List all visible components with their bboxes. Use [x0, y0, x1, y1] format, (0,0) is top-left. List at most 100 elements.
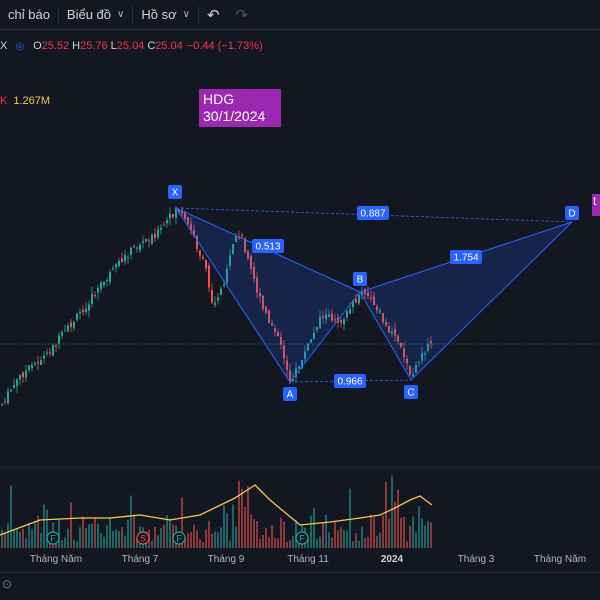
ratio-label-ac — [334, 374, 366, 388]
pattern-point-x — [168, 185, 182, 199]
profile-menu-button[interactable]: Hồ sơ ∨ — [133, 0, 198, 30]
candle-body — [19, 375, 21, 380]
candle-body — [409, 365, 411, 376]
volume-bar — [16, 529, 18, 548]
candle-body — [112, 268, 114, 270]
undo-button[interactable]: ↶ — [199, 0, 228, 30]
volume-bar — [250, 514, 252, 548]
symbol-label[interactable]: X — [0, 40, 8, 52]
volume-bar — [232, 504, 234, 548]
x-tick: Tháng Năm — [29, 554, 83, 565]
x-tick: Tháng 3 — [457, 554, 495, 565]
edge-badge: t — [592, 194, 600, 216]
volume-bar — [46, 509, 48, 548]
volume-bar — [85, 528, 87, 548]
candle-body — [307, 343, 309, 351]
volume-bar — [286, 541, 288, 548]
volume-bar — [382, 515, 384, 548]
candle-body — [28, 365, 30, 370]
candle-body — [223, 284, 225, 286]
candle-body — [352, 300, 354, 308]
candle-body — [16, 379, 18, 387]
volume-bar — [40, 532, 42, 548]
event-marker-label: F — [176, 534, 182, 544]
charts-menu-button[interactable]: Biểu đồ ∨ — [59, 0, 132, 30]
charts-label: Biểu đồ — [66, 7, 112, 22]
pattern-point-d — [565, 206, 579, 220]
volume-bar — [19, 532, 21, 548]
candle-body — [376, 306, 378, 311]
volume-bar — [127, 519, 129, 548]
volume-bar — [343, 530, 345, 548]
cursor-icon[interactable]: ⊙ — [2, 577, 13, 591]
candle-body — [406, 358, 408, 364]
candle-body — [238, 237, 240, 239]
candle-body — [427, 344, 429, 351]
event-marker-label: F — [299, 534, 305, 544]
candle-body — [118, 260, 120, 267]
candle-body — [385, 322, 387, 326]
chart-annotation[interactable]: HDG 30/1/2024 — [199, 89, 281, 127]
volume-bar — [259, 538, 261, 548]
annotation-ticker: HDG — [203, 91, 235, 107]
candle-body — [163, 224, 165, 226]
candle-body — [25, 370, 27, 378]
redo-icon: ↷ — [235, 6, 249, 24]
candle-body — [4, 401, 6, 403]
candle-body — [265, 307, 267, 313]
volume-bar — [364, 538, 366, 548]
chevron-down-icon: ∨ — [182, 9, 190, 20]
volume-bar — [271, 525, 273, 548]
volume-bar — [319, 536, 321, 548]
candle-body — [70, 322, 72, 328]
event-marker-label: S — [140, 534, 146, 544]
candle-body — [250, 255, 252, 269]
volume-bar — [373, 517, 375, 548]
volume-bar — [217, 532, 219, 548]
indicators-label: chỉ báo — [8, 7, 50, 22]
volume-bar — [400, 517, 402, 548]
candle-body — [358, 295, 360, 304]
candle-body — [235, 236, 237, 242]
volume-bar — [292, 536, 294, 548]
volume-bar — [25, 538, 27, 548]
volume-bar — [73, 539, 75, 548]
candle-body — [262, 295, 264, 310]
ratio-label-xd — [357, 206, 389, 220]
candle-body — [379, 310, 381, 313]
candle-body — [127, 257, 129, 259]
indicators-button[interactable]: chỉ báo — [0, 0, 58, 30]
candle-body — [1, 403, 3, 405]
event-marker-label: F — [50, 534, 56, 544]
volume-bar — [226, 513, 228, 548]
close-value: 25.04 — [155, 40, 183, 52]
candle-body — [208, 265, 210, 288]
volume-bar — [154, 526, 156, 548]
candle-body — [151, 234, 153, 244]
candle-body — [343, 319, 345, 325]
volume-bar — [79, 527, 81, 548]
volume-bar — [316, 538, 318, 548]
volume-bar — [202, 541, 204, 548]
time-axis[interactable]: Tháng Năm Tháng 7 Tháng 9 Tháng 11 2024 … — [0, 548, 600, 568]
volume-bar — [13, 530, 15, 548]
candle-body — [370, 297, 372, 299]
volume-bar — [160, 528, 162, 548]
candle-body — [205, 259, 207, 269]
volume-bar — [307, 536, 309, 548]
volume-bar — [388, 518, 390, 548]
candle-body — [115, 263, 117, 268]
eye-icon[interactable]: ◎ — [15, 40, 25, 52]
candle-body — [190, 223, 192, 231]
volume-bar — [109, 516, 111, 548]
redo-button[interactable]: ↷ — [228, 0, 257, 30]
candle-body — [40, 360, 42, 366]
volume-bar — [121, 526, 123, 548]
candle-body — [121, 258, 123, 263]
candle-body — [139, 244, 141, 251]
candle-body — [58, 335, 60, 344]
price-chart[interactable]: F S F F X A B C D 0.513 0.887 1.754 0.966 — [0, 30, 600, 548]
low-value: 25.04 — [116, 40, 145, 52]
candle-body — [103, 281, 105, 286]
